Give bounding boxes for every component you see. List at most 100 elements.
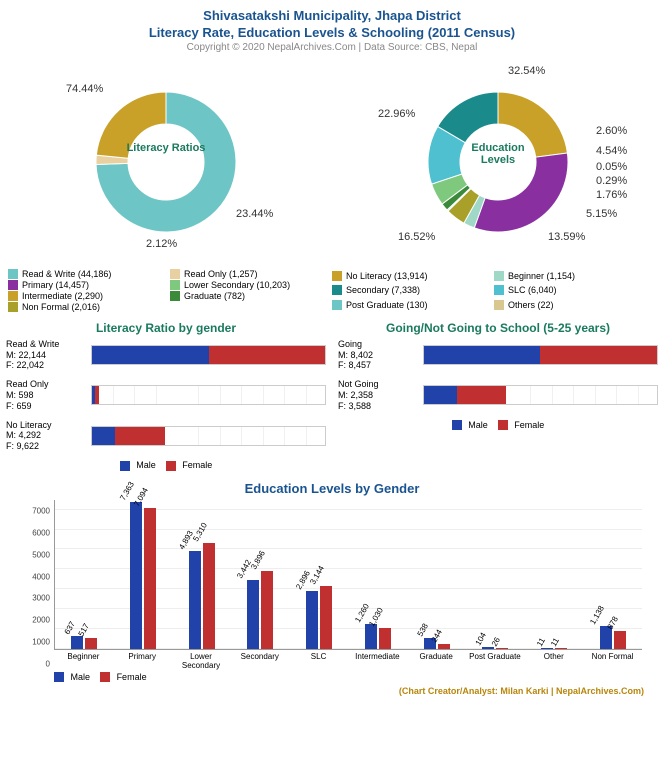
xlabel: Graduate [407, 650, 466, 670]
hbar-label: Read & WriteM: 22,144F: 22,042 [6, 339, 91, 371]
legend-swatch [170, 280, 180, 290]
legend-text: Read & Write (44,186) [22, 269, 111, 279]
hbar-bars [423, 345, 658, 365]
bar-female: 1,030 [379, 628, 391, 648]
bar-male: 3,442 [247, 580, 259, 648]
vbar-title: Education Levels by Gender [0, 481, 664, 496]
donut-literacy: 74.44%2.12%23.44% Literacy Ratios [6, 62, 326, 267]
bar-female: 244 [438, 644, 450, 649]
slice-label: 32.54% [508, 65, 546, 77]
legend-swatch [332, 300, 342, 310]
bar-value: 1,138 [588, 604, 606, 626]
bar-female: 517 [85, 638, 97, 648]
bar-female: 878 [614, 631, 626, 648]
xlabel: Other [524, 650, 583, 670]
hbar-label: Read OnlyM: 598F: 659 [6, 379, 91, 411]
legend-swatch [170, 291, 180, 301]
male-swatch [452, 420, 462, 430]
hbar-label: GoingM: 8,402F: 8,457 [338, 339, 423, 371]
bar-group: 11 11 [525, 500, 584, 649]
xlabel: Post Graduate [466, 650, 525, 670]
hbar-row: Not GoingM: 2,358F: 3,588 [338, 379, 658, 411]
slice-label: 0.29% [596, 175, 627, 187]
donut-row: 74.44%2.12%23.44% Literacy Ratios 22.96%… [0, 62, 664, 267]
slice-label: 1.76% [596, 189, 627, 201]
legend-text: Graduate (782) [184, 291, 245, 301]
bar-group: 104 26 [466, 500, 525, 649]
ytick: 0 [46, 660, 50, 669]
slice-label: 4.54% [596, 145, 627, 157]
header: Shivasatakshi Municipality, Jhapa Distri… [0, 0, 664, 57]
bar-male: 4,893 [189, 551, 201, 648]
bar-male: 104 [482, 647, 494, 649]
legend-item: Secondary (7,338) [332, 284, 494, 298]
xlabel: Intermediate [348, 650, 407, 670]
legend-item: Lower Secondary (10,203) [170, 280, 332, 290]
ytick: 2000 [32, 616, 50, 625]
legend-item: SLC (6,040) [494, 284, 656, 298]
bar-female: 3,144 [320, 586, 332, 648]
hbar-bars [91, 385, 326, 405]
bar-value: 637 [63, 620, 77, 636]
legend-item: Beginner (1,154) [494, 269, 656, 283]
legend-item: Non Formal (2,016) [8, 302, 170, 312]
ytick: 7000 [32, 506, 50, 515]
legend-swatch [8, 302, 18, 312]
ytick: 1000 [32, 638, 50, 647]
legend-swatch [8, 269, 18, 279]
bar-male [424, 346, 540, 364]
bar-value: 11 [535, 637, 547, 649]
vbar-legend: Male Female [54, 672, 642, 683]
bar-group: 4,893 5,310 [172, 500, 231, 649]
hbar1-legend: Male Female [6, 460, 326, 471]
slice-label: 0.05% [596, 161, 627, 173]
bar-value: 3,144 [308, 564, 326, 586]
legend-item: Post Graduate (130) [332, 298, 494, 312]
slice-label: 74.44% [66, 83, 104, 95]
hbar-label: No LiteracyM: 4,292F: 9,622 [6, 420, 91, 452]
hbar-bars [91, 345, 326, 365]
bar-female: 7,094 [144, 508, 156, 649]
legend-text: Lower Secondary (10,203) [184, 280, 290, 290]
legend-swatch [8, 280, 18, 290]
ytick: 5000 [32, 550, 50, 559]
bar-group: 538 244 [407, 500, 466, 649]
legend-item: Read Only (1,257) [170, 269, 332, 279]
donut2-center: Education Levels [458, 142, 538, 166]
hbar2-title: Going/Not Going to School (5-25 years) [338, 321, 658, 335]
legend-item: Intermediate (2,290) [8, 291, 170, 301]
ytick: 6000 [32, 528, 50, 537]
female-swatch [498, 420, 508, 430]
bar-female: 3,896 [261, 571, 273, 648]
copyright: Copyright © 2020 NepalArchives.Com | Dat… [0, 42, 664, 53]
legend-swatch [170, 269, 180, 279]
xlabel: Lower Secondary [172, 650, 231, 670]
legend-swatch [8, 291, 18, 301]
bar-group: 1,138 878 [583, 500, 642, 649]
bar-male: 2,896 [306, 591, 318, 649]
ytick: 4000 [32, 572, 50, 581]
title-line2: Literacy Rate, Education Levels & School… [0, 25, 664, 40]
bar-value: 538 [415, 622, 429, 638]
hbar-label: Not GoingM: 2,358F: 3,588 [338, 379, 423, 411]
legend-combined: Read & Write (44,186) Read Only (1,257)Pr… [0, 269, 664, 313]
legend-item: Primary (14,457) [8, 280, 170, 290]
bar-value: 1,030 [367, 606, 385, 628]
legend-text: No Literacy (13,914) [346, 271, 428, 281]
bar-male [424, 386, 457, 404]
donut-education: 22.96%32.54%2.60%4.54%0.05%0.29%1.76%5.1… [338, 62, 658, 267]
bar-female [457, 386, 507, 404]
bar-value: 3,896 [250, 549, 268, 571]
hbar-literacy: Literacy Ratio by gender Read & WriteM: … [6, 321, 326, 471]
xlabel: Non Formal [583, 650, 642, 670]
female-swatch [100, 672, 110, 682]
bar-group: 637 517 [55, 500, 114, 649]
hbar-row: GoingM: 8,402F: 8,457 [338, 339, 658, 371]
hbar-bars [91, 426, 326, 446]
legend-item: No Literacy (13,914) [332, 269, 494, 283]
bar-male: 7,363 [130, 502, 142, 648]
donut1-center: Literacy Ratios [126, 142, 206, 154]
bar-female: 26 [496, 648, 508, 649]
bar-value: 4,893 [177, 530, 195, 552]
hbar-row: Read OnlyM: 598F: 659 [6, 379, 326, 411]
